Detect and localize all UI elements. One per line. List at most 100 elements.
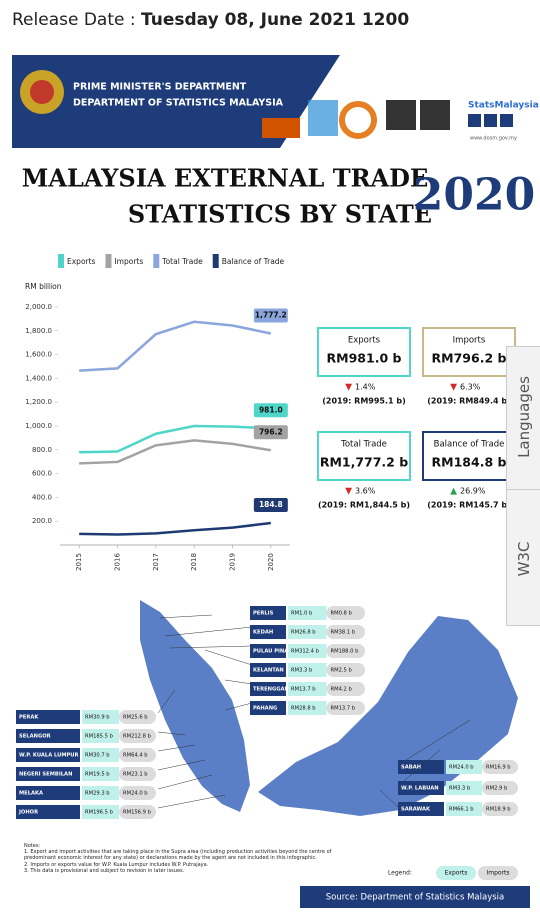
x-tick-label: 2015 bbox=[75, 553, 83, 571]
state-exports-box bbox=[82, 786, 119, 800]
y-tick-label: 200.0 bbox=[32, 517, 52, 525]
social-icon bbox=[500, 114, 513, 127]
state-exports: RM66.1 b bbox=[449, 807, 474, 813]
legend-label: Balance of Trade bbox=[222, 257, 285, 266]
stat-change: 26.9% bbox=[460, 487, 486, 496]
state-name: SELANGOR bbox=[19, 734, 51, 740]
logo bbox=[262, 118, 300, 138]
url: www.dosm.gov.my bbox=[470, 136, 517, 142]
state-exports: RM24.0 b bbox=[449, 765, 474, 771]
state-name-box bbox=[16, 767, 80, 781]
leader-line bbox=[204, 649, 253, 666]
y-axis-label: RM billion bbox=[25, 282, 62, 291]
state-exports: RM29.3 b bbox=[85, 791, 110, 797]
stat-change: 3.6% bbox=[355, 487, 376, 496]
state-imports: RM0.8 b bbox=[331, 611, 353, 617]
header-line2: DEPARTMENT OF STATISTICS MALAYSIA bbox=[73, 98, 284, 109]
state-exports-box bbox=[288, 644, 327, 658]
state-exports: RM3.3 b bbox=[449, 786, 471, 792]
release-line: Release Date : Tuesday 08, June 2021 120… bbox=[12, 10, 409, 30]
legend-swatch bbox=[58, 254, 64, 268]
series-line bbox=[79, 320, 272, 372]
x-tick-label: 2017 bbox=[152, 553, 160, 571]
leader-line bbox=[164, 626, 253, 637]
header-line1: PRIME MINISTER'S DEPARTMENT bbox=[73, 82, 247, 93]
state-exports-box bbox=[288, 606, 327, 620]
state-imports: RM23.1 b bbox=[123, 772, 148, 778]
stat-value: RM1,777.2 b bbox=[320, 455, 408, 470]
state-imports: RM38.1 b bbox=[331, 630, 356, 636]
stat-arrow: ▼ bbox=[450, 383, 457, 393]
state-exports: RM26.8 b bbox=[291, 630, 316, 636]
series-line bbox=[79, 521, 271, 536]
state-exports: RM312.4 b bbox=[291, 649, 320, 655]
stat-previous: (2019: RM995.1 b) bbox=[322, 397, 406, 406]
state-imports-box bbox=[482, 802, 518, 816]
state-name: SABAH bbox=[401, 765, 421, 771]
state-exports: RM13.7 b bbox=[291, 687, 316, 693]
state-exports: RM19.5 b bbox=[85, 772, 110, 778]
state-exports-box bbox=[446, 760, 482, 774]
state-imports-box bbox=[119, 805, 156, 819]
state-name: NEGERI SEMBILAN bbox=[19, 772, 72, 778]
state-name: TERENGGANU bbox=[253, 687, 293, 693]
state-exports-box bbox=[82, 729, 119, 743]
x-tick-label: 2018 bbox=[190, 553, 198, 571]
stat-box bbox=[422, 431, 516, 481]
state-name: PULAU PINANG bbox=[253, 649, 297, 655]
stat-previous: (2019: RM849.4 b) bbox=[427, 397, 511, 406]
state-imports: RM4.2 b bbox=[331, 687, 353, 693]
source-bar bbox=[300, 886, 530, 908]
state-exports-box bbox=[288, 663, 327, 677]
state-name-box bbox=[398, 802, 444, 816]
value-label: 184.8 bbox=[259, 500, 283, 509]
state-exports-box bbox=[82, 767, 119, 781]
value-label: 981.0 bbox=[259, 405, 283, 414]
state-imports-box bbox=[326, 682, 365, 696]
leader-line bbox=[157, 794, 226, 809]
note: 1. Export and import activities that are… bbox=[24, 849, 332, 862]
state-imports: RM25.6 b bbox=[123, 715, 148, 721]
legend-imports-box bbox=[478, 866, 518, 880]
y-tick-label: 2,000.0 bbox=[25, 303, 52, 311]
state-imports: RM13.7 b bbox=[331, 706, 356, 712]
y-tick-label: 800.0 bbox=[32, 446, 52, 454]
state-imports: RM2.5 b bbox=[331, 668, 353, 674]
value-label-box bbox=[253, 425, 288, 440]
leader-line bbox=[224, 679, 253, 685]
title-year: 2020 bbox=[413, 170, 535, 221]
state-name-box bbox=[16, 710, 80, 724]
state-imports: RM64.4 b bbox=[123, 753, 148, 759]
state-exports-box bbox=[288, 701, 327, 715]
y-tick-label: 1,400.0 bbox=[25, 374, 52, 382]
state-imports-box bbox=[482, 760, 518, 774]
state-exports-box bbox=[288, 625, 327, 639]
y-tick-label: 1,600.0 bbox=[25, 351, 52, 359]
stat-change: 6.3% bbox=[460, 383, 481, 392]
note: 2. Imports or exports value for W.P. Kua… bbox=[24, 861, 209, 868]
legend-label: Legend: bbox=[388, 870, 412, 877]
state-imports: RM212.8 b bbox=[123, 734, 152, 740]
notes-heading: Notes: bbox=[24, 843, 41, 849]
note: 3. This data is provisional and subject … bbox=[24, 867, 185, 874]
state-name-box bbox=[16, 729, 80, 743]
side-tab[interactable]: Languages W3C bbox=[506, 346, 540, 626]
tab-languages[interactable]: Languages bbox=[515, 376, 533, 458]
state-name-box bbox=[16, 748, 80, 762]
stat-arrow: ▼ bbox=[345, 383, 352, 393]
state-imports-box bbox=[119, 748, 156, 762]
state-exports-box bbox=[82, 710, 119, 724]
social-icon bbox=[468, 114, 481, 127]
state-imports-box bbox=[482, 781, 518, 795]
leader-line bbox=[157, 744, 196, 752]
legend-label: Imports bbox=[114, 257, 143, 266]
state-name: SARAWAK bbox=[401, 807, 431, 813]
value-label-box bbox=[253, 498, 288, 513]
state-exports: RM1.0 b bbox=[291, 611, 313, 617]
leader-line bbox=[397, 719, 471, 766]
tab-w3c[interactable]: W3C bbox=[515, 541, 533, 577]
state-name: KEDAH bbox=[253, 630, 273, 636]
state-name: PAHANG bbox=[253, 706, 277, 712]
state-exports: RM28.8 b bbox=[291, 706, 316, 712]
